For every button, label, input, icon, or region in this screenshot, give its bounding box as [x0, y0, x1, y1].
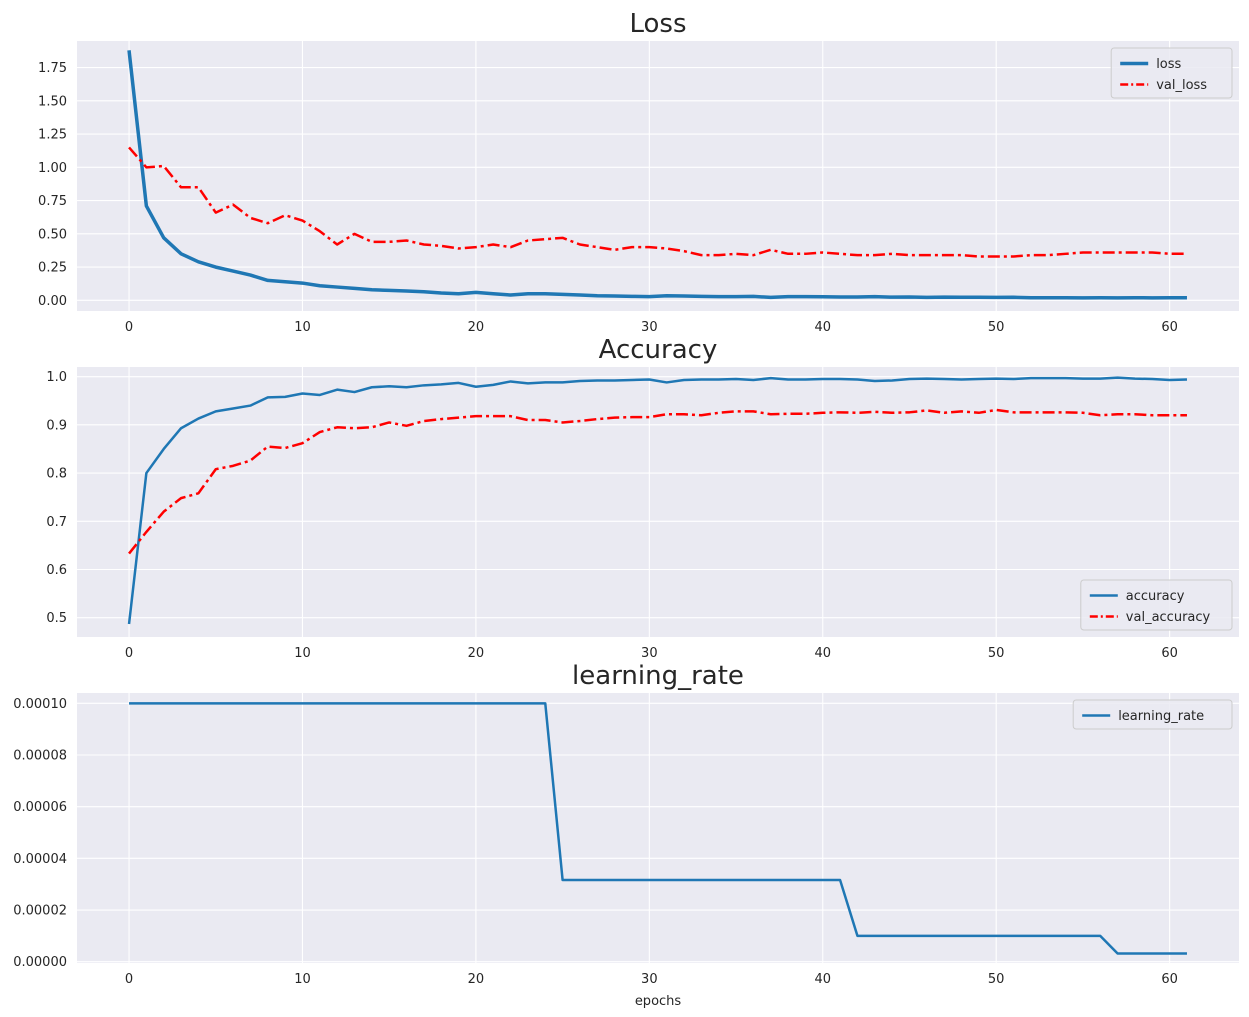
learning-rate-x-tick-label: 0: [125, 972, 133, 987]
accuracy-x-tick-label: 0: [125, 646, 133, 661]
loss-x-tick-label: 0: [125, 320, 133, 335]
accuracy-y-tick-label: 0.6: [46, 563, 67, 578]
learning-rate-x-axis-label: epochs: [635, 994, 682, 1009]
accuracy-series-line-accuracy: [127, 376, 1188, 625]
accuracy-legend-label-val-accuracy: val_accuracy: [1126, 610, 1211, 625]
accuracy-plot-area: [77, 367, 1239, 637]
loss-y-tick-label: 1.50: [38, 94, 67, 109]
accuracy-x-tick-label: 60: [1161, 646, 1178, 661]
loss-title: Loss: [629, 9, 686, 39]
learning-rate-x-tick-label: 50: [988, 972, 1005, 987]
learning-rate-y-tick-label: 0.00004: [13, 852, 67, 867]
learning-rate-x-tick-label: 20: [468, 972, 485, 987]
loss-x-tick-label: 40: [814, 320, 831, 335]
learning-rate-panel: 0 10 20 30 40 50 60 0.00000 0.00002 0.00004 0.0000…: [13, 661, 1239, 1009]
accuracy-panel: 0 10 20 30 40 50 60 0.5 0.6 0.7 0.8 0.9 1.0 Accuracy a…: [46, 335, 1239, 661]
learning-rate-title: learning_rate: [572, 661, 744, 691]
loss-y-tick-label: 0.00: [38, 294, 67, 309]
loss-series-line-loss: [127, 50, 1187, 300]
learning-rate-x-tick-label: 40: [814, 972, 831, 987]
loss-y-tick-label: 1.25: [38, 128, 67, 143]
learning-rate-y-tick-label: 0.00000: [13, 955, 67, 970]
learning-rate-plot-area: [77, 693, 1239, 963]
loss-y-tick-label: 1.75: [38, 61, 67, 76]
accuracy-x-tick-label: 40: [814, 646, 831, 661]
learning-rate-x-tick-label: 10: [294, 972, 311, 987]
learning-rate-y-tick-label: 0.00006: [13, 800, 67, 815]
learning-rate-y-tick-label: 0.00008: [13, 749, 67, 764]
accuracy-x-tick-label: 10: [294, 646, 311, 661]
learning-rate-legend-frame: [1072, 699, 1233, 730]
loss-y-tick-label: 1.00: [38, 161, 67, 176]
loss-y-tick-label: 0.75: [38, 194, 67, 209]
learning-rate-y-tick-label: 0.00002: [13, 904, 67, 919]
loss-series-line-val-loss: [128, 146, 1187, 258]
loss-plot-area: [77, 41, 1239, 311]
loss-panel: 0 10 20 30 40 50 60 0.00 0.25 0.50 0.75 1.00 1.25 1.5…: [38, 9, 1239, 335]
accuracy-legend-frame: [1080, 579, 1233, 631]
loss-x-tick-label: 10: [294, 320, 311, 335]
loss-x-tick-label: 20: [468, 320, 485, 335]
learning-rate-legend: learning_rate: [1072, 699, 1233, 730]
accuracy-y-tick-label: 0.5: [46, 611, 67, 626]
loss-x-tick-label: 30: [641, 320, 658, 335]
accuracy-title: Accuracy: [599, 335, 718, 365]
loss-legend: loss val_loss: [1110, 47, 1233, 99]
accuracy-x-tick-label: 20: [468, 646, 485, 661]
learning-rate-legend-label-learning-rate: learning_rate: [1118, 709, 1204, 724]
accuracy-y-tick-label: 0.8: [46, 467, 67, 482]
loss-legend-label-val-loss: val_loss: [1156, 78, 1207, 93]
learning-rate-series-line-learning-rate: [129, 702, 1187, 955]
learning-rate-y-tick-label: 0.00010: [13, 697, 67, 712]
loss-x-tick-label: 50: [988, 320, 1005, 335]
loss-x-tick-label: 60: [1161, 320, 1178, 335]
accuracy-y-tick-label: 0.7: [46, 515, 67, 530]
accuracy-series-line-val-accuracy: [128, 408, 1187, 555]
accuracy-x-tick-label: 30: [641, 646, 658, 661]
accuracy-y-tick-label: 1.0: [46, 370, 67, 385]
accuracy-legend-label-accuracy: accuracy: [1126, 589, 1185, 604]
loss-y-tick-label: 0.50: [38, 227, 67, 242]
accuracy-legend: accuracy val_accuracy: [1080, 579, 1233, 631]
loss-legend-label-loss: loss: [1156, 57, 1181, 72]
accuracy-x-tick-label: 50: [988, 646, 1005, 661]
learning-rate-x-tick-label: 60: [1161, 972, 1178, 987]
loss-y-tick-label: 0.25: [38, 261, 67, 276]
accuracy-y-tick-label: 0.9: [46, 418, 67, 433]
learning-rate-x-tick-label: 30: [641, 972, 658, 987]
